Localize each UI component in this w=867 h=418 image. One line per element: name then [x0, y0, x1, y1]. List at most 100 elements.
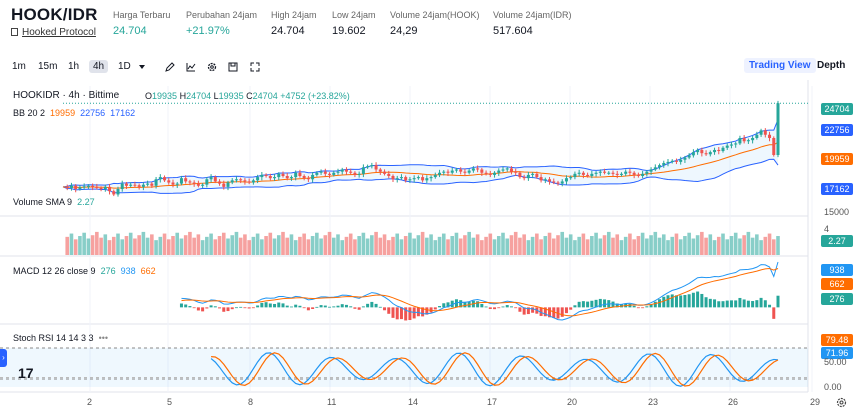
- interval-1m[interactable]: 1m: [12, 61, 26, 72]
- trading-view-button[interactable]: Trading View: [744, 58, 816, 73]
- volume-bar: [378, 237, 383, 255]
- macd-hist-bar: [666, 295, 670, 308]
- macd-hist-bar: [256, 305, 260, 308]
- volume-bar: [484, 236, 488, 255]
- macd-hist-bar: [759, 297, 763, 308]
- stoch-level-50: 50.00: [824, 357, 847, 367]
- candle: [298, 172, 302, 176]
- ohlc-legend: O19935 H24704 L19935 C24704 +4752 (+23.8…: [145, 91, 350, 101]
- macd-hist-bar: [594, 299, 598, 308]
- x-tick: 29: [810, 397, 821, 407]
- volume-bar: [526, 240, 531, 255]
- volume-bar: [611, 237, 615, 255]
- candle: [108, 186, 112, 192]
- volume-bar: [683, 236, 687, 255]
- candle: [670, 160, 674, 162]
- candle: [454, 169, 458, 171]
- candle: [560, 181, 564, 184]
- macd-signal-value: 938: [120, 266, 136, 276]
- volume-bar: [661, 234, 666, 255]
- candle: [691, 152, 695, 156]
- macd-hist-bar: [581, 301, 585, 308]
- candle: [226, 182, 230, 187]
- stat-value: 24,29: [390, 25, 418, 37]
- candle: [175, 183, 179, 185]
- interval-1d[interactable]: 1D: [118, 61, 131, 72]
- macd-hist-bar: [205, 307, 209, 309]
- candle: [471, 168, 475, 171]
- candle: [319, 171, 323, 173]
- more-dots-icon[interactable]: •••: [98, 333, 109, 343]
- volume-bar: [716, 236, 721, 255]
- gear-icon[interactable]: [207, 62, 217, 72]
- stoch-level-0: 0.00: [824, 382, 842, 392]
- stat-label: Volume 24jam(IDR): [493, 10, 572, 20]
- candle: [615, 173, 619, 175]
- volume-bar: [649, 235, 653, 255]
- macd-hist-bar: [772, 307, 776, 319]
- interval-4h[interactable]: 4h: [89, 60, 109, 73]
- interval-1h[interactable]: 1h: [68, 61, 80, 72]
- interval-15m[interactable]: 15m: [38, 61, 58, 72]
- macd-hist-bar: [632, 305, 636, 308]
- chevron-down-icon[interactable]: [137, 62, 147, 72]
- macd-hist-bar: [179, 303, 183, 308]
- candle: [256, 177, 260, 181]
- volume-bar: [268, 232, 273, 255]
- save-icon[interactable]: [228, 62, 238, 72]
- volume-bar: [551, 238, 556, 255]
- macd-hist-bar: [192, 307, 196, 309]
- x-tick: 2: [87, 397, 93, 407]
- candle: [531, 173, 535, 175]
- gear-icon[interactable]: [836, 397, 847, 408]
- stat-last-price: Harga Terbaru 24.704: [113, 10, 170, 37]
- volume-bar: [370, 235, 374, 255]
- stoch-d-badge: 71.96: [821, 347, 853, 359]
- macd-hist-bar: [611, 301, 615, 308]
- bb-legend: BB 20 2 19959 22756 17162: [13, 108, 135, 118]
- candle: [268, 176, 272, 179]
- candle: [188, 181, 192, 183]
- candle: [361, 167, 365, 174]
- volume-bar: [145, 237, 150, 255]
- doc-icon: [11, 28, 18, 36]
- volume-bar: [674, 233, 679, 255]
- fullscreen-icon[interactable]: [250, 62, 260, 72]
- candle: [247, 181, 251, 183]
- macd-hist-bar: [336, 305, 340, 308]
- macd-hist-value: 662: [140, 266, 156, 276]
- candle: [184, 178, 188, 182]
- candle: [323, 171, 327, 174]
- draw-pencil-icon[interactable]: [165, 62, 175, 72]
- expand-sidebar-icon[interactable]: ›: [0, 349, 7, 367]
- volume-bar: [128, 232, 133, 255]
- x-tick: 20: [567, 397, 578, 407]
- candle: [746, 140, 750, 142]
- volume-bar: [154, 240, 158, 255]
- candle: [463, 171, 467, 173]
- bb-upper-value: 22756: [80, 108, 106, 118]
- macd-label: MACD 12 26 close 9: [13, 266, 96, 276]
- macd-hist-bar: [412, 307, 416, 319]
- volume-bar: [771, 239, 776, 255]
- volume-bar: [458, 238, 463, 255]
- candle: [433, 174, 437, 178]
- depth-button[interactable]: Depth: [817, 60, 846, 71]
- volume-bar: [543, 236, 548, 255]
- candle: [509, 168, 513, 172]
- volume-bar: [505, 238, 510, 255]
- candle: [120, 183, 124, 190]
- candle: [378, 169, 382, 172]
- bb-lower-value: 17162: [110, 108, 136, 118]
- candle: [725, 145, 729, 148]
- volume-bar: [65, 236, 70, 255]
- protocol-link[interactable]: Hooked Protocol: [11, 27, 96, 38]
- volume-bar: [234, 231, 239, 255]
- macd-hist-bar: [763, 300, 767, 308]
- candle: [234, 179, 238, 181]
- price-chart[interactable]: [0, 80, 867, 418]
- volume-bar: [264, 236, 268, 255]
- candle: [395, 178, 399, 180]
- stat-value: +21.97%: [186, 25, 230, 37]
- indicators-icon[interactable]: [186, 62, 196, 72]
